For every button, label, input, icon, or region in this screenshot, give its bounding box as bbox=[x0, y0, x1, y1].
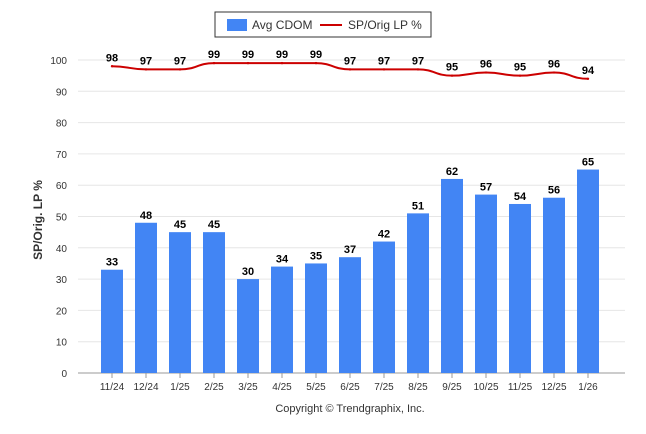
bar-data-label: 37 bbox=[344, 244, 356, 256]
bar-data-label: 57 bbox=[480, 182, 492, 194]
x-tick-label: 1/25 bbox=[170, 382, 190, 393]
x-tick-label: 10/25 bbox=[473, 382, 498, 393]
bar bbox=[509, 203, 531, 373]
line-point bbox=[348, 68, 352, 71]
line-point bbox=[586, 77, 590, 80]
x-tick-label: 3/25 bbox=[238, 382, 258, 393]
y-tick-label: 90 bbox=[56, 87, 68, 98]
line-data-label: 94 bbox=[582, 65, 595, 77]
bar-data-label: 54 bbox=[514, 191, 527, 203]
line-data-label: 99 bbox=[310, 49, 322, 61]
x-tick-label: 7/25 bbox=[374, 382, 394, 393]
y-tick-label: 70 bbox=[56, 150, 68, 161]
bar bbox=[237, 279, 259, 373]
y-tick-label: 50 bbox=[56, 213, 68, 224]
x-tick-label: 5/25 bbox=[306, 382, 326, 393]
y-tick-label: 30 bbox=[56, 275, 68, 286]
line-data-label: 97 bbox=[174, 55, 186, 67]
bar-data-label: 42 bbox=[378, 229, 390, 241]
x-tick-label: 6/25 bbox=[340, 382, 360, 393]
x-tick-label: 1/26 bbox=[578, 382, 598, 393]
legend-label-avg-cdom: Avg CDOM bbox=[252, 18, 312, 32]
y-tick-label: 60 bbox=[56, 181, 68, 192]
line-point bbox=[382, 68, 386, 71]
line-data-label: 96 bbox=[480, 59, 492, 71]
x-tick-label: 12/25 bbox=[541, 382, 566, 393]
line-point bbox=[314, 61, 318, 65]
line-data-label: 96 bbox=[548, 59, 560, 71]
legend[interactable]: Avg CDOM SP/Orig LP % bbox=[214, 11, 432, 38]
y-tick-label: 80 bbox=[56, 119, 68, 130]
y-tick-label: 40 bbox=[56, 244, 68, 255]
line-data-label: 97 bbox=[140, 55, 152, 67]
line-point bbox=[552, 71, 556, 74]
bar bbox=[135, 222, 157, 373]
bar-data-label: 33 bbox=[106, 257, 118, 269]
line-data-label: 98 bbox=[106, 52, 118, 64]
bar bbox=[475, 194, 497, 373]
x-tick-label: 11/24 bbox=[100, 382, 125, 393]
bar bbox=[305, 263, 327, 373]
legend-swatch-bar bbox=[227, 19, 247, 31]
bar-data-label: 45 bbox=[174, 219, 186, 231]
x-tick-label: 12/24 bbox=[133, 382, 158, 393]
line-data-label: 99 bbox=[242, 49, 254, 61]
legend-label-sp-orig-lp: SP/Orig LP % bbox=[348, 18, 422, 32]
x-tick-label: 11/25 bbox=[508, 382, 533, 393]
line-point bbox=[144, 68, 148, 71]
data-labels: 33 48 45 45 30 34 35 37 42 51 62 57 54 56 65 98 97 97 99 99… bbox=[106, 49, 595, 278]
x-tick-label: 8/25 bbox=[408, 382, 428, 393]
y-tick-label: 20 bbox=[56, 306, 68, 317]
x-tick-label: 9/25 bbox=[442, 382, 462, 393]
y-tick-label: 100 bbox=[50, 56, 67, 67]
line-data-label: 95 bbox=[446, 62, 458, 74]
y-tick-label: 10 bbox=[56, 338, 68, 349]
y-axis-title: SP/Orig. LP % bbox=[31, 180, 45, 260]
bar bbox=[169, 232, 191, 373]
line-point bbox=[518, 74, 522, 77]
line-point bbox=[110, 65, 114, 68]
line-point bbox=[246, 61, 250, 65]
line-point bbox=[484, 71, 488, 74]
line-data-label: 97 bbox=[344, 55, 356, 67]
bar bbox=[203, 232, 225, 373]
line-data-label: 95 bbox=[514, 62, 526, 74]
bar bbox=[577, 169, 599, 373]
bar bbox=[441, 178, 463, 373]
bar-data-label: 56 bbox=[548, 185, 560, 197]
x-tick-label: 2/25 bbox=[204, 382, 224, 393]
line-data-label: 97 bbox=[378, 55, 390, 67]
line-data-label: 97 bbox=[412, 55, 424, 67]
bar bbox=[339, 257, 361, 373]
bar-data-label: 62 bbox=[446, 166, 458, 178]
line-data-label: 99 bbox=[208, 49, 220, 61]
line-point bbox=[280, 61, 284, 65]
bar-series bbox=[101, 169, 599, 373]
bar bbox=[373, 241, 395, 373]
bar bbox=[101, 269, 123, 373]
bar-data-label: 48 bbox=[140, 210, 152, 222]
line-point bbox=[178, 68, 182, 71]
bar-data-label: 34 bbox=[276, 254, 289, 266]
x-axis-ticks: 11/24 12/24 1/25 2/25 3/25 4/25 5/25 6/25 7/25 8/… bbox=[100, 373, 598, 393]
bar-data-label: 51 bbox=[412, 200, 424, 212]
bar-data-label: 45 bbox=[208, 219, 220, 231]
line-point bbox=[450, 74, 454, 77]
line-point bbox=[416, 68, 420, 71]
y-axis-ticks: 0 10 20 30 40 50 60 70 80 90 100 bbox=[50, 56, 67, 380]
bar bbox=[407, 213, 429, 373]
bar-data-label: 65 bbox=[582, 157, 594, 169]
line-point bbox=[212, 61, 216, 65]
y-tick-label: 0 bbox=[61, 369, 67, 380]
copyright-text: Copyright © Trendgraphix, Inc. bbox=[275, 403, 424, 415]
x-tick-label: 4/25 bbox=[272, 382, 292, 393]
line-data-label: 99 bbox=[276, 49, 288, 61]
bar-data-label: 35 bbox=[310, 250, 322, 262]
line-series bbox=[110, 61, 590, 80]
bar bbox=[543, 197, 565, 373]
bar bbox=[271, 266, 293, 373]
bar-data-label: 30 bbox=[242, 266, 254, 278]
